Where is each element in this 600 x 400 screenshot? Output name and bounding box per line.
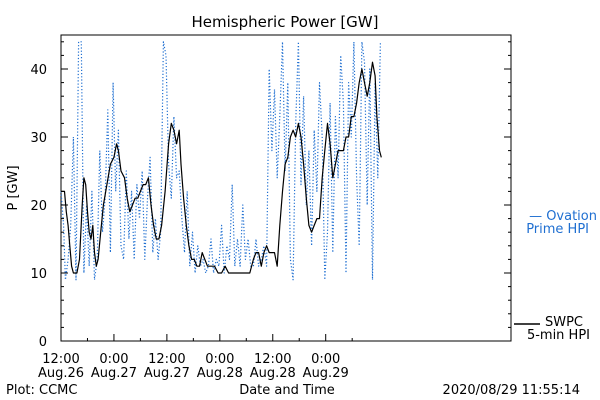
x-tick-label-time: 12:00 — [42, 352, 79, 367]
plot-timestamp: 2020/08/29 11:55:14 — [443, 383, 580, 398]
x-tick-label-date: Aug.29 — [303, 366, 349, 381]
x-tick-label-time: 0:00 — [311, 352, 340, 367]
x-axis-label: Date and Time — [239, 383, 335, 398]
y-axis-label: P [GW] — [6, 165, 21, 210]
x-tick-label-date: Aug.28 — [250, 366, 296, 381]
x-tick-label-date: Aug.28 — [197, 366, 243, 381]
x-tick-label-time: 0:00 — [99, 352, 128, 367]
y-tick-label: 30 — [30, 131, 47, 146]
y-tick-label: 0 — [39, 335, 47, 350]
x-tick-label-time: 0:00 — [205, 352, 234, 367]
x-tick-label-date: Aug.26 — [38, 366, 84, 381]
y-tick-label: 10 — [30, 267, 47, 282]
legend-swpc-sublabel: 5-min HPI — [527, 328, 590, 343]
y-tick-label: 40 — [30, 63, 47, 78]
x-tick-label-time: 12:00 — [254, 352, 291, 367]
swpc-hpi-series-line — [61, 61, 382, 274]
plot-credit: Plot: CCMC — [6, 383, 77, 398]
legend-ovation-sublabel: Prime HPI — [526, 222, 589, 237]
legend-swpc-label: SWPC — [545, 315, 583, 330]
y-tick-label: 20 — [30, 199, 47, 214]
ovation-prime-series-line — [60, 41, 381, 281]
x-tick-label-date: Aug.27 — [91, 366, 137, 381]
x-tick-label-date: Aug.27 — [144, 366, 190, 381]
chart-title: Hemispheric Power [GW] — [192, 13, 379, 31]
plot-frame — [60, 34, 512, 342]
legend-ovation-label: — Ovation — [529, 209, 597, 224]
x-tick-label-time: 12:00 — [148, 352, 185, 367]
